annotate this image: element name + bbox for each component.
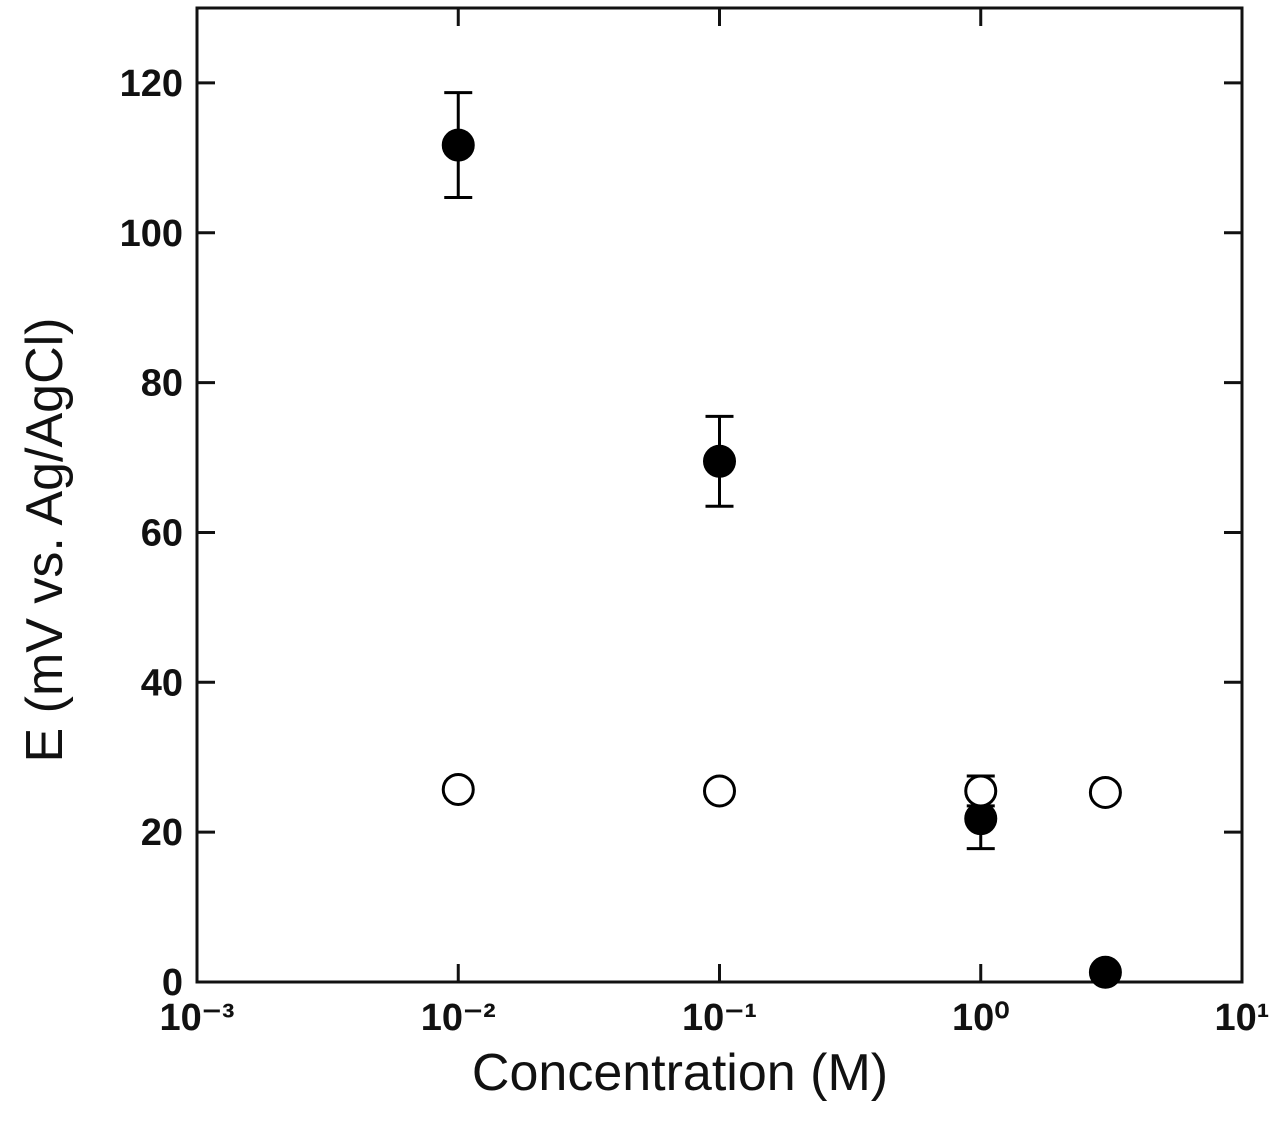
x-tick-label: 10¹ — [1215, 997, 1270, 1039]
x-tick-label: 10⁰ — [952, 997, 1010, 1039]
open-point — [964, 774, 998, 808]
filled-point — [964, 802, 998, 836]
y-axis-title: E (mV vs. Ag/AgCl) — [16, 318, 74, 763]
open-point — [1088, 775, 1122, 809]
filled-point — [1088, 955, 1122, 989]
y-tick-label: 80 — [141, 363, 183, 405]
filled-point — [441, 128, 475, 162]
y-tick-label: 20 — [141, 812, 183, 854]
y-tick-label: 0 — [162, 962, 183, 1004]
y-tick-label: 120 — [120, 63, 183, 105]
y-tick-label: 100 — [120, 213, 183, 255]
open-point — [441, 772, 475, 806]
y-tick-label: 60 — [141, 512, 183, 554]
filled-point — [703, 444, 736, 478]
x-axis-title: Concentration (M) — [472, 1044, 888, 1102]
x-tick-label: 10⁻² — [421, 997, 496, 1039]
x-tick-label: 10⁻¹ — [682, 997, 757, 1039]
y-tick-label: 40 — [141, 662, 183, 704]
open-point — [703, 774, 736, 808]
x-tick-label: 10⁻³ — [160, 997, 235, 1039]
